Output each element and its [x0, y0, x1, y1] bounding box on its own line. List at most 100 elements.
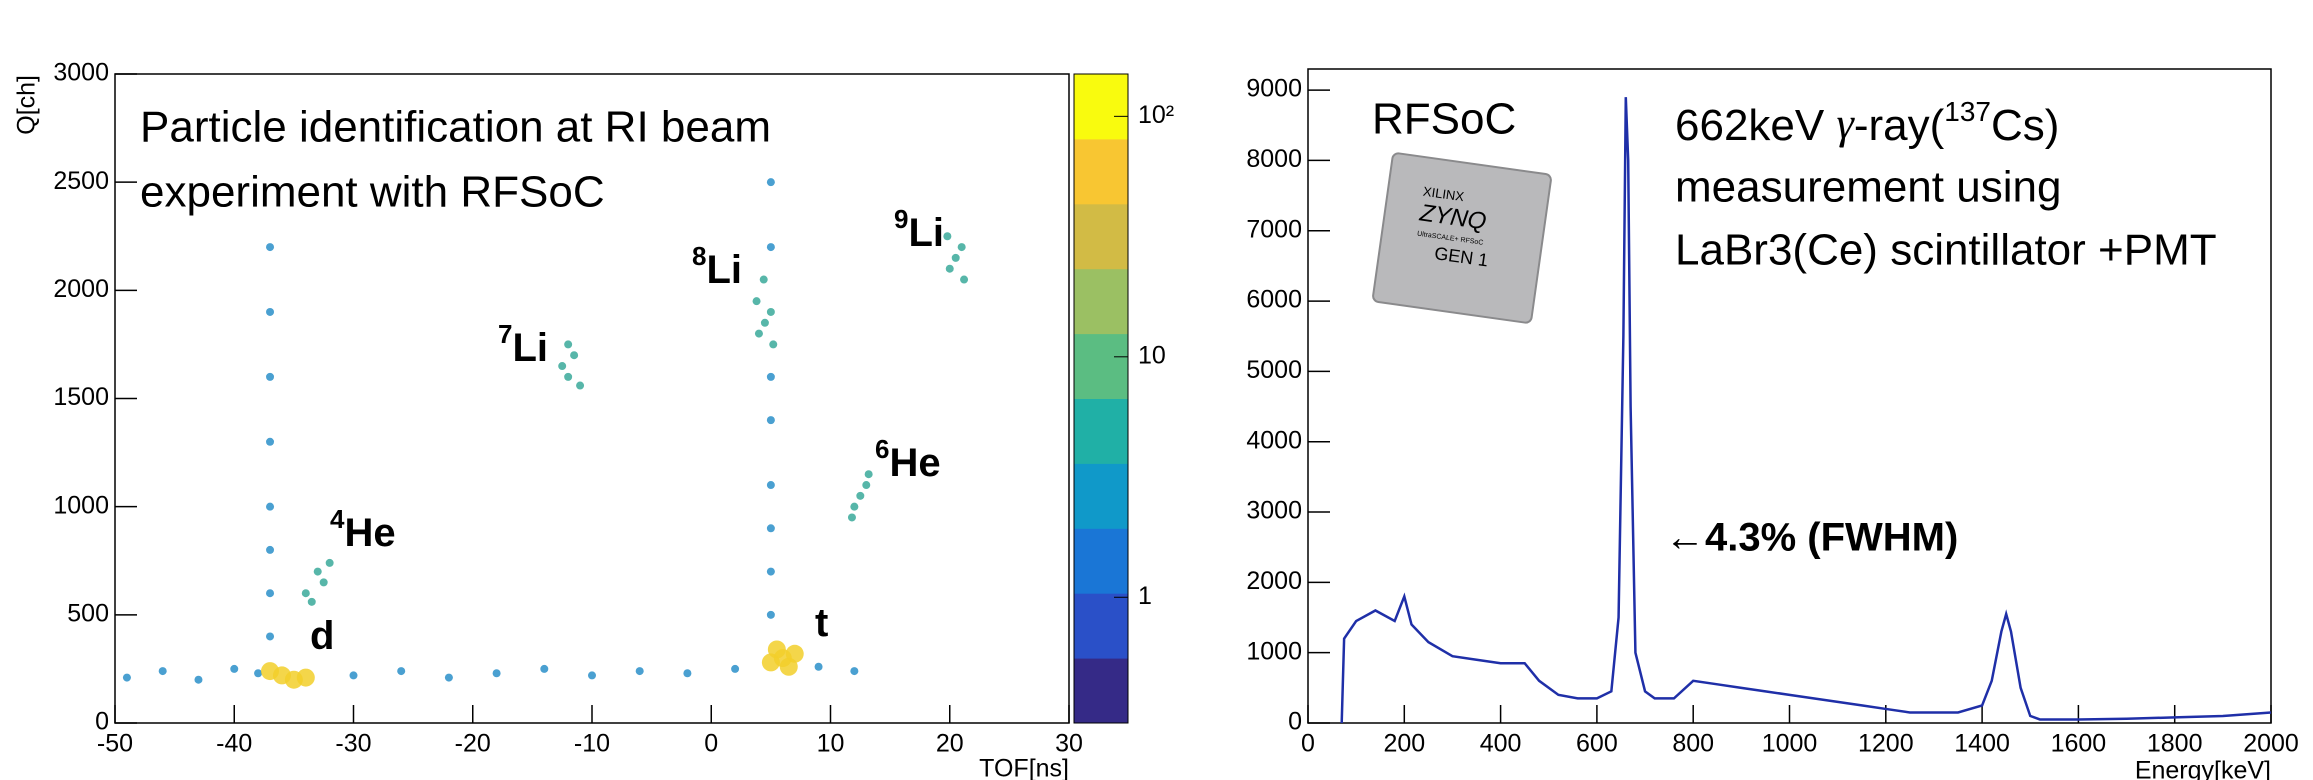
x-tick-label: 1200	[1858, 730, 1914, 758]
point	[570, 351, 579, 360]
y-tick-label: 4000	[1246, 426, 1302, 454]
point	[576, 381, 585, 390]
y-tick-label: 8000	[1246, 145, 1302, 173]
point	[266, 502, 275, 511]
annotation-text: d	[310, 614, 334, 658]
x-tick-label: -50	[97, 730, 133, 758]
x-tick-label: 30	[1055, 730, 1083, 758]
point	[301, 589, 310, 598]
x-tick-label: 400	[1480, 730, 1522, 758]
x-axis-label: TOF[ns]	[979, 755, 1069, 780]
point	[960, 275, 969, 284]
point	[754, 329, 763, 338]
point	[766, 178, 775, 187]
annotation: 6He	[875, 434, 941, 485]
point	[296, 668, 315, 687]
x-tick-label: -30	[335, 730, 371, 758]
point	[349, 671, 358, 680]
point	[943, 232, 952, 241]
title-part: 662keV	[1675, 101, 1836, 150]
point	[767, 640, 786, 659]
chart-title: experiment with RFSoC	[140, 168, 605, 217]
annotation: 8Li	[692, 241, 742, 292]
point	[266, 632, 275, 641]
point	[769, 340, 778, 349]
y-tick-label: 1500	[53, 383, 109, 411]
point	[779, 657, 798, 676]
colorbar-band	[1074, 658, 1128, 724]
x-tick-label: -20	[455, 730, 491, 758]
point	[266, 372, 275, 381]
x-tick-label: -10	[574, 730, 610, 758]
x-tick-label: 1600	[2051, 730, 2107, 758]
point	[261, 662, 280, 681]
annotation: t	[815, 601, 828, 645]
y-tick-label: 6000	[1246, 286, 1302, 314]
annotation: 4He	[330, 504, 396, 555]
point	[856, 491, 865, 500]
colorbar-tick-label: 1	[1138, 582, 1152, 610]
point	[158, 667, 167, 676]
point	[254, 669, 263, 678]
point	[683, 669, 692, 678]
title-part: -ray(	[1854, 101, 1945, 150]
point	[635, 667, 644, 676]
point	[731, 664, 740, 673]
y-tick-label: 0	[1288, 708, 1302, 736]
point	[122, 673, 131, 682]
point	[307, 597, 316, 606]
point	[266, 307, 275, 316]
y-tick-label: 9000	[1246, 75, 1302, 103]
y-tick-label: 2000	[53, 275, 109, 303]
point	[540, 664, 549, 673]
annotation-text: He	[889, 441, 940, 485]
point	[564, 372, 573, 381]
colorbar-tick-label: 10²	[1138, 101, 1174, 129]
point	[492, 669, 501, 678]
point	[564, 340, 573, 349]
point	[951, 253, 960, 262]
point	[752, 297, 761, 306]
y-tick-label: 3000	[1246, 497, 1302, 525]
subtitle: measurement using	[1675, 163, 2061, 212]
colorbar-band	[1074, 74, 1128, 140]
annotation: d	[310, 614, 334, 658]
colorbar-band	[1074, 528, 1128, 594]
y-tick-label: 1000	[1246, 637, 1302, 665]
point	[397, 667, 406, 676]
point	[862, 481, 871, 490]
annotation-sup: 6	[875, 434, 889, 464]
annotation-text: Li	[706, 248, 742, 292]
annotation-sup: 7	[498, 319, 512, 349]
point	[266, 437, 275, 446]
point	[864, 470, 873, 479]
colorbar-band	[1074, 593, 1128, 659]
chip-text: XILINX	[1422, 184, 1465, 205]
x-tick-label: -40	[216, 730, 252, 758]
point	[313, 567, 322, 576]
x-tick-label: 600	[1576, 730, 1618, 758]
colorbar-band	[1074, 138, 1128, 205]
x-tick-label: 1800	[2147, 730, 2203, 758]
chip-body	[1372, 152, 1552, 324]
annotation: 9Li	[894, 204, 944, 255]
label: RFSoC	[1372, 95, 1516, 144]
point	[814, 662, 823, 671]
annotation-sup: 8	[692, 241, 706, 271]
annotation-text: t	[815, 601, 828, 645]
colorbar-band	[1074, 398, 1128, 464]
point	[759, 275, 768, 284]
annotation-text: He	[344, 511, 395, 555]
point	[319, 578, 328, 587]
annotation-sup: 4	[330, 504, 345, 534]
colorbar-band	[1074, 268, 1128, 335]
point	[766, 372, 775, 381]
y-tick-label: 7000	[1246, 215, 1302, 243]
colorbar-band	[1074, 463, 1128, 529]
point	[766, 243, 775, 252]
x-tick-label: 0	[704, 730, 718, 758]
annotation-sup: 9	[894, 204, 908, 234]
x-tick-label: 200	[1383, 730, 1425, 758]
point	[266, 589, 275, 598]
